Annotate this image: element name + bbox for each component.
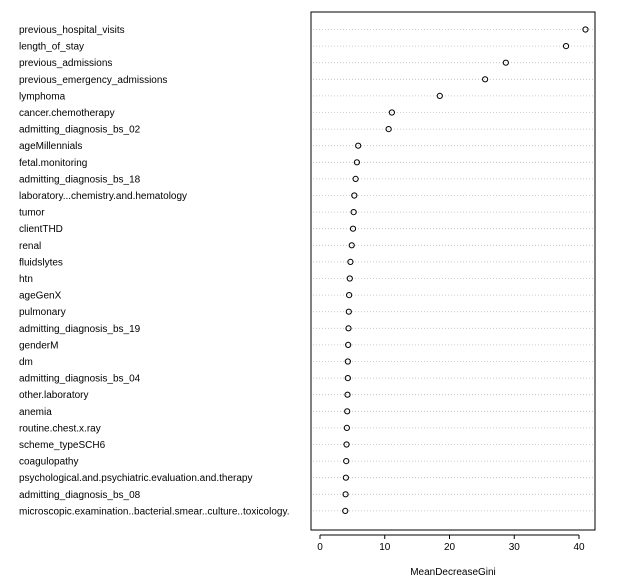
category-label: pulmonary <box>19 307 66 318</box>
data-point <box>346 292 353 299</box>
data-point <box>344 408 351 415</box>
x-axis-title: MeanDecreaseGini <box>410 567 496 578</box>
data-point <box>345 325 352 332</box>
data-point <box>345 341 352 348</box>
category-label: htn <box>19 274 33 285</box>
x-tick-label: 40 <box>573 542 585 553</box>
category-label: lymphoma <box>19 91 66 102</box>
data-point <box>347 258 354 265</box>
category-labels: previous_hospital_visits length_of_staypr… <box>19 25 289 517</box>
category-label: previous_admissions <box>19 58 112 69</box>
category-label: previous_hospital_visits <box>19 25 125 36</box>
category-label: laboratory...chemistry.and.hematology <box>19 191 187 202</box>
data-point <box>344 358 351 365</box>
category-label: anemia <box>19 407 52 418</box>
category-label: admitting_diagnosis_bs_18 <box>19 174 141 185</box>
data-point <box>388 109 395 116</box>
category-label: length_of_stay <box>19 42 84 53</box>
category-label: ageGenX <box>19 291 62 302</box>
data-point <box>342 474 349 481</box>
data-point <box>342 507 349 514</box>
category-label: genderM <box>19 340 58 351</box>
data-point <box>582 26 589 33</box>
data-point <box>385 126 392 133</box>
data-point <box>348 242 355 249</box>
category-label: other.laboratory <box>19 390 89 401</box>
x-tick-label: 10 <box>379 542 391 553</box>
data-point <box>344 375 351 382</box>
data-point <box>343 441 350 448</box>
category-label: clientTHD <box>19 224 63 235</box>
data-point <box>436 92 443 100</box>
x-tick-label: 20 <box>444 542 456 553</box>
data-point <box>353 159 361 166</box>
data-point <box>342 491 349 498</box>
category-label: admitting_diagnosis_bs_04 <box>19 374 141 385</box>
data-point <box>350 209 357 216</box>
category-label: routine.chest.x.ray <box>19 423 101 434</box>
category-label: microscopic.examination..bacterial.smear… <box>19 506 289 517</box>
data-point <box>343 458 350 465</box>
category-label: admitting_diagnosis_bs_19 <box>19 324 141 335</box>
x-axis: 0 10 20 30 40 <box>317 534 585 553</box>
category-label: fluidslytes <box>19 257 63 268</box>
data-point <box>343 424 350 431</box>
data-point <box>562 43 570 50</box>
category-label: coagulopathy <box>19 457 79 468</box>
data-point <box>352 175 359 182</box>
data-point <box>345 308 352 315</box>
x-tick-label: 30 <box>509 542 521 553</box>
x-tick-label: 0 <box>317 542 323 553</box>
data-point <box>482 76 489 83</box>
plot-frame <box>310 11 596 531</box>
category-label: previous_emergency_admissions <box>19 75 167 86</box>
data-point <box>346 275 353 282</box>
category-label: admitting_diagnosis_bs_02 <box>19 125 141 136</box>
category-label: psychological.and.psychiatric.evaluation… <box>19 473 252 484</box>
category-label: renal <box>19 241 41 252</box>
category-label: scheme_typeSCH6 <box>19 440 106 451</box>
category-label: dm <box>19 357 33 368</box>
category-label: tumor <box>19 208 45 219</box>
data-point <box>349 225 357 232</box>
grid-lines <box>313 29 593 512</box>
data-point <box>344 391 351 398</box>
data-point <box>502 59 509 66</box>
category-label: cancer.chemotherapy <box>19 108 115 119</box>
category-label: admitting_diagnosis_bs_08 <box>19 490 141 501</box>
data-point <box>351 192 358 199</box>
category-label: fetal.monitoring <box>19 158 87 169</box>
data-point <box>355 142 362 149</box>
data-points <box>342 26 589 514</box>
category-label: ageMillennials <box>19 141 82 152</box>
